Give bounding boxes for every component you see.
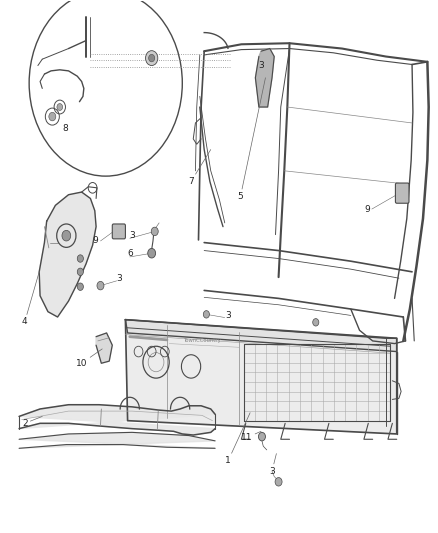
Polygon shape: [125, 320, 396, 434]
Circle shape: [77, 255, 83, 262]
Polygon shape: [125, 320, 396, 352]
Circle shape: [275, 478, 282, 486]
Circle shape: [49, 112, 56, 121]
Text: 3: 3: [129, 231, 134, 240]
Text: 3: 3: [258, 61, 263, 70]
Polygon shape: [96, 333, 112, 364]
Circle shape: [62, 230, 71, 241]
Text: 9: 9: [92, 237, 97, 246]
Text: 5: 5: [237, 78, 265, 201]
Text: 3: 3: [268, 454, 276, 475]
Circle shape: [151, 227, 158, 236]
Text: 1: 1: [225, 413, 250, 465]
Text: 3: 3: [116, 273, 121, 282]
Polygon shape: [19, 405, 215, 435]
Circle shape: [97, 281, 104, 290]
Text: 3: 3: [225, 311, 230, 320]
Text: 11: 11: [240, 431, 261, 442]
Text: 7: 7: [188, 150, 210, 186]
FancyBboxPatch shape: [395, 183, 408, 203]
Polygon shape: [255, 49, 274, 107]
Text: 10: 10: [76, 349, 102, 368]
Text: 6: 6: [127, 249, 132, 258]
Circle shape: [148, 248, 155, 258]
Circle shape: [203, 311, 209, 318]
Text: 2: 2: [22, 416, 42, 428]
Text: 8: 8: [63, 124, 68, 133]
Circle shape: [312, 319, 318, 326]
Text: TownCCountry: TownCCountry: [184, 338, 221, 343]
Circle shape: [148, 54, 154, 62]
Text: 4: 4: [22, 272, 39, 326]
Circle shape: [258, 432, 265, 441]
Circle shape: [77, 283, 83, 290]
FancyBboxPatch shape: [112, 224, 125, 239]
Circle shape: [77, 268, 83, 276]
Polygon shape: [19, 432, 215, 448]
Circle shape: [57, 103, 63, 110]
Polygon shape: [39, 192, 96, 317]
Text: 9: 9: [364, 205, 369, 214]
Circle shape: [145, 51, 157, 66]
